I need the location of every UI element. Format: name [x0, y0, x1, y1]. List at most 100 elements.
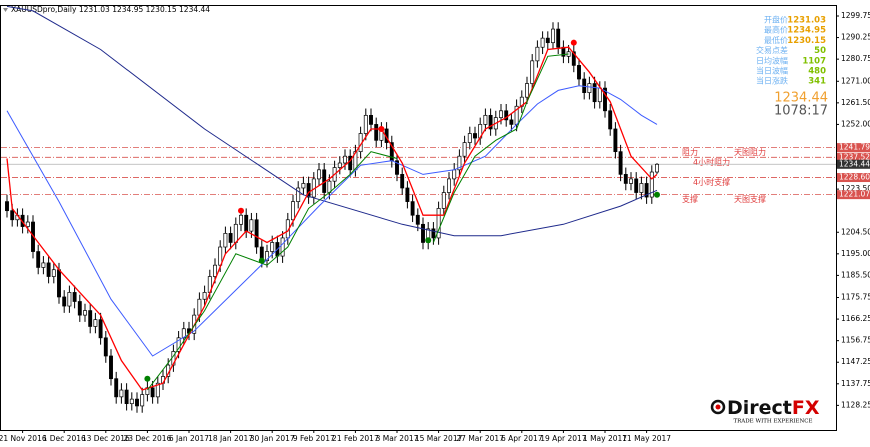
candle-body [473, 133, 477, 139]
logo-name-fx: FX [792, 397, 820, 419]
signal-dot [378, 125, 385, 132]
y-tick-label: 1204.50 [841, 227, 870, 236]
indicator-line [6, 46, 658, 391]
candle-body [10, 210, 15, 221]
info-label: 当日波幅 [756, 66, 788, 76]
info-label: 日均波幅 [756, 55, 788, 65]
candle-body [488, 114, 493, 130]
candle-body [327, 180, 332, 193]
candle-body [135, 398, 139, 407]
candle-body [83, 310, 87, 316]
y-tick-label: 1156.75 [841, 336, 870, 345]
info-value: 1230.15 [787, 36, 826, 46]
candle-body [239, 214, 243, 225]
candle-body [374, 124, 379, 141]
level-label: 4小时支撑 [693, 177, 730, 187]
x-tick-label: 15 Mar 2017 [415, 434, 463, 443]
info-value: 1107 [802, 56, 826, 66]
x-tick-label: 23 Dec 2016 [123, 434, 171, 443]
x-tick-label: 1 Dec 2016 [43, 434, 86, 443]
candle-body [608, 110, 613, 130]
candle-body [447, 178, 451, 193]
level-label: 天图阻力 [734, 147, 766, 157]
level-label: 阻力 [682, 147, 698, 157]
y-tick-label: 1175.75 [841, 293, 870, 302]
candle-body [150, 387, 155, 398]
x-tick-label: 13 Dec 2016 [82, 434, 130, 443]
candle-body [509, 119, 514, 125]
candle-body [618, 151, 623, 175]
candle-body [93, 319, 98, 327]
signal-dot [238, 207, 244, 214]
x-tick-label: 27 Mar 2017 [456, 434, 504, 443]
info-label: 最低价 [764, 35, 788, 45]
candle-body [410, 201, 415, 216]
chart-title: XAUUSDpro,Daily 1231.03 1234.95 1230.15 … [11, 5, 210, 14]
x-tick-label: 21 Feb 2017 [332, 434, 379, 443]
candle-body [348, 155, 353, 171]
level-price-box [837, 152, 870, 162]
candle-body [629, 178, 633, 184]
open-price: 1231.03 [79, 5, 110, 14]
candle-body [405, 187, 410, 202]
candle-body [415, 214, 420, 225]
candle-body [441, 192, 446, 209]
level-price-box [837, 190, 870, 200]
candle-body [129, 398, 134, 405]
candle-body [613, 128, 618, 153]
candle-body [254, 219, 259, 248]
level-label: 支撑 [682, 194, 698, 204]
level-price-label: 1237.52 [839, 152, 870, 161]
candle-body [249, 219, 254, 232]
candle-body [556, 28, 561, 48]
candle-body [306, 183, 311, 198]
y-tick-label: 1195.00 [841, 249, 870, 258]
candle-body [462, 142, 467, 157]
info-value: 480 [808, 67, 826, 77]
signal-dot [425, 237, 432, 244]
low-price: 1230.15 [146, 5, 177, 14]
candle-body [296, 187, 301, 202]
level-label: 天图支撑 [734, 194, 766, 204]
logo: DirectFX TRADE WITH EXPERIENCE [710, 397, 820, 425]
signal-dot [144, 375, 151, 382]
candle-body [77, 301, 82, 316]
price-box-label: 1234.44 [839, 159, 870, 168]
candle-body [233, 223, 238, 243]
candle-body [244, 214, 249, 232]
info-label: 交易点差 [756, 45, 788, 55]
signal-dot [570, 39, 577, 46]
level-price-label: 1228.60 [839, 173, 870, 182]
candle-body [98, 319, 103, 339]
y-tick-label: 1299.75 [841, 11, 870, 20]
candle-body [530, 60, 535, 84]
candle-body [525, 83, 529, 98]
indicator-line [6, 5, 658, 237]
logo-icon [710, 399, 726, 415]
candle-body [655, 163, 659, 173]
candle-body [119, 389, 124, 398]
info-timer: 1078:17 [774, 104, 828, 119]
y-tick-label: 1280.75 [841, 54, 870, 63]
candle-body [649, 171, 654, 198]
candle-body [67, 292, 72, 307]
y-tick-label: 1185.50 [841, 270, 870, 279]
candle-body [223, 233, 228, 248]
candle-body [400, 174, 405, 189]
candle-body [551, 28, 555, 44]
price-box [837, 159, 870, 169]
signal-dot [258, 257, 265, 264]
level-price-box [837, 143, 870, 153]
x-tick-label: 1 May 2017 [583, 434, 627, 443]
candle-body [457, 155, 462, 171]
level-label: 4小时阻力 [693, 157, 730, 167]
candle-body [644, 183, 649, 198]
candle-body [545, 37, 550, 44]
candle-body [395, 160, 399, 175]
candle-body [140, 394, 145, 407]
candle-body [587, 83, 592, 93]
candle-body [270, 242, 275, 252]
candle-body [109, 355, 113, 380]
